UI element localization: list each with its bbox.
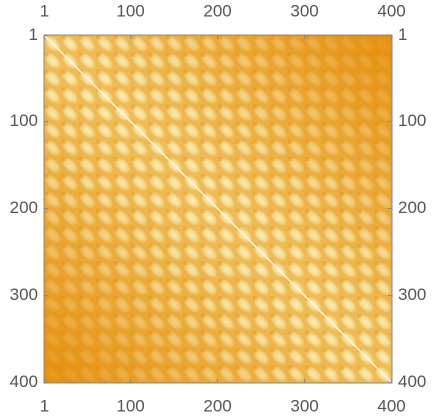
y-tick-label-right: 400 — [398, 372, 426, 391]
x-tick-label-bottom: 400 — [377, 396, 405, 415]
y-tick-label-right: 100 — [398, 111, 426, 130]
x-tick-label-top: 200 — [203, 1, 231, 20]
x-tick-label-top: 100 — [116, 1, 144, 20]
x-tick-label-top: 300 — [290, 1, 318, 20]
y-tick-label-right: 1 — [398, 25, 407, 44]
y-tick-label-left: 200 — [10, 198, 38, 217]
y-tick-label-left: 1 — [29, 25, 38, 44]
x-tick-label-bottom: 300 — [290, 396, 318, 415]
x-tick-label-bottom: 100 — [116, 396, 144, 415]
y-tick-label-right: 200 — [398, 198, 426, 217]
x-tick-label-bottom: 200 — [203, 396, 231, 415]
y-tick-label-left: 300 — [10, 285, 38, 304]
matrix-diagonal — [43, 34, 393, 384]
x-tick-label-bottom: 1 — [40, 396, 49, 415]
y-tick-label-left: 100 — [10, 111, 38, 130]
y-tick-label-right: 300 — [398, 285, 426, 304]
x-tick-label-top: 400 — [377, 1, 405, 20]
x-tick-label-top: 1 — [40, 1, 49, 20]
y-tick-label-left: 400 — [10, 372, 38, 391]
